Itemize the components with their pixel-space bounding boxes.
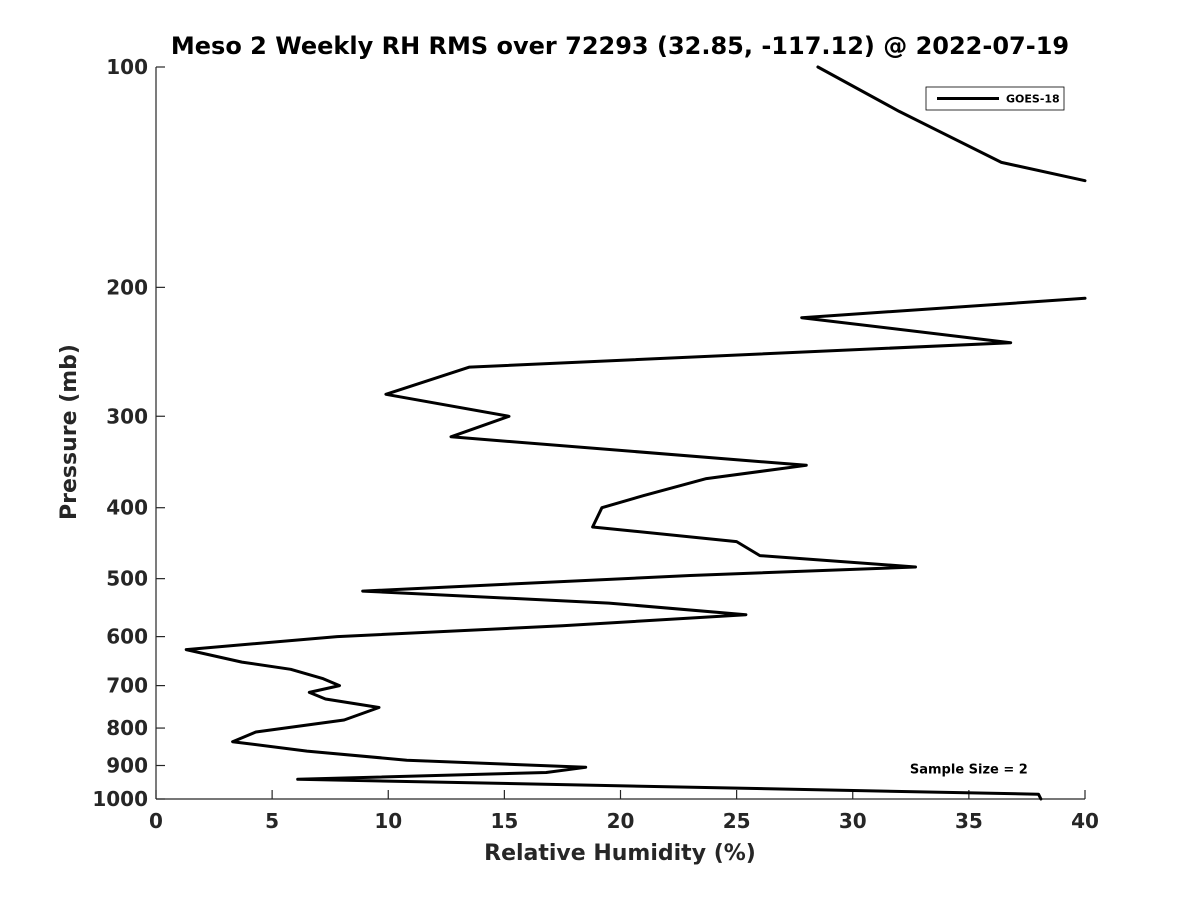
series-line-goes-18-segment-1 xyxy=(816,65,1087,183)
x-tick-label: 30 xyxy=(839,809,867,833)
y-axis-label: Pressure (mb) xyxy=(57,344,82,520)
x-tick-label: 15 xyxy=(490,809,518,833)
x-tick-label: 35 xyxy=(955,809,983,833)
x-tick-label: 20 xyxy=(607,809,635,833)
chart-title: Meso 2 Weekly RH RMS over 72293 (32.85, … xyxy=(171,32,1069,60)
x-tick-label: 25 xyxy=(723,809,751,833)
y-tick-label: 500 xyxy=(106,567,148,591)
y-tick-label: 100 xyxy=(106,55,148,79)
y-tick-label: 700 xyxy=(106,674,148,698)
y-tick-label: 600 xyxy=(106,625,148,649)
x-tick-label: 0 xyxy=(149,809,163,833)
y-tick-label: 300 xyxy=(106,404,148,428)
y-tick-label: 200 xyxy=(106,275,148,299)
y-tick-label: 900 xyxy=(106,754,148,778)
y-ticks: 100 200 300 400 500 600 700 800 900 1000 xyxy=(92,55,165,811)
series-layer xyxy=(184,65,1087,801)
legend-label-goes-18: GOES-18 xyxy=(1006,93,1060,106)
y-tick-label: 800 xyxy=(106,716,148,740)
y-tick-label: 400 xyxy=(106,496,148,520)
x-ticks: 0 5 10 15 20 25 30 35 40 xyxy=(149,790,1099,833)
x-tick-label: 10 xyxy=(374,809,402,833)
series-line-goes-18-segment-2 xyxy=(184,296,1087,801)
y-tick-label: 1000 xyxy=(92,787,148,811)
x-tick-label: 5 xyxy=(265,809,279,833)
x-axis-label: Relative Humidity (%) xyxy=(484,841,756,866)
x-tick-label: 40 xyxy=(1071,809,1099,833)
legend: GOES-18 xyxy=(925,86,1065,111)
sample-size-annotation: Sample Size = 2 xyxy=(910,762,1028,777)
